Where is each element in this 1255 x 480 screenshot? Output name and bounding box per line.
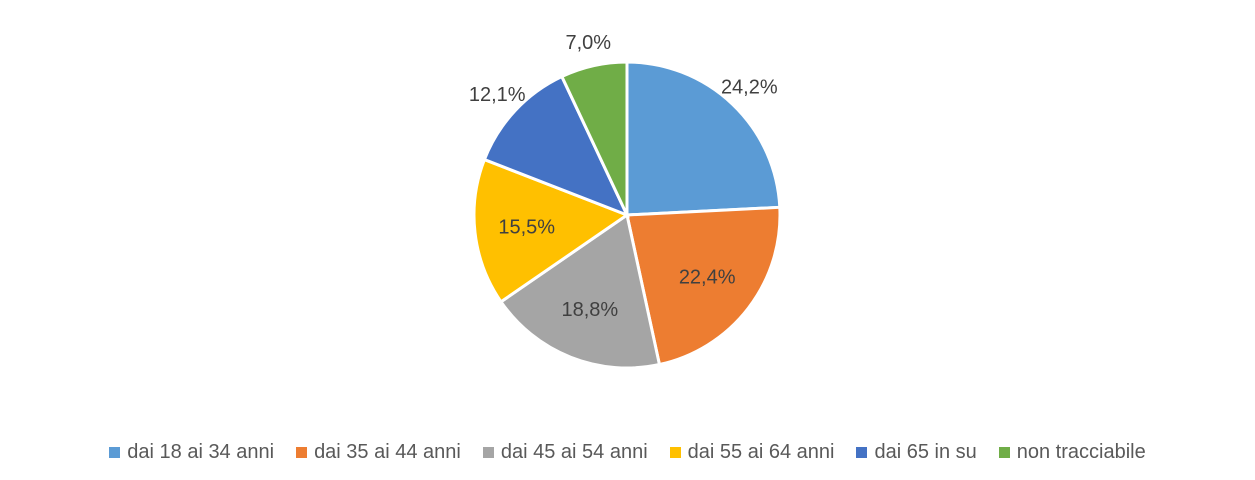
pie-slice-5: [482, 74, 630, 218]
legend-item-1: dai 18 ai 34 anni: [109, 441, 274, 464]
pie-slice-2: [625, 205, 782, 367]
slice-label-6: 7,0%: [565, 32, 611, 54]
pie-slice-4: [472, 157, 631, 304]
legend-label-4: dai 55 ai 64 anni: [687, 440, 835, 463]
legend-swatch-1: [109, 446, 121, 458]
slice-label-4: 15,5%: [498, 217, 555, 239]
pie-slice-6: [559, 60, 629, 216]
legend-swatch-2: [296, 446, 308, 458]
legend-item-3: dai 45 ai 54 anni: [482, 440, 648, 464]
slice-label-3: 18,8%: [561, 299, 618, 321]
legend: dai 18 ai 34 anni dai 35 ai 44 anni dai 45…: [0, 436, 1255, 468]
legend-label-5: dai 65 in su: [874, 440, 977, 463]
legend-label-6: non tracciabile: [1016, 440, 1146, 463]
legend-swatch-4: [669, 446, 681, 458]
legend-swatch-3: [482, 446, 494, 458]
slice-label-2: 22,4%: [679, 266, 736, 288]
pie-chart-plot: 24,2% 22,4% 18,8% 15,5% 12,1% 7,0%: [469, 32, 782, 370]
slice-label-1: 24,2%: [721, 76, 778, 98]
legend-label-1: dai 18 ai 34 anni: [127, 440, 275, 463]
legend-swatch-6: [998, 446, 1010, 458]
legend-label-3: dai 45 ai 54 anni: [500, 440, 648, 463]
legend-item-4: dai 55 ai 64 anni: [669, 440, 835, 464]
slice-label-5: 12,1%: [469, 84, 526, 106]
legend-swatch-5: [856, 446, 868, 458]
legend-item-6: non tracciabile: [998, 440, 1146, 464]
pie-slice-3: [498, 212, 662, 370]
legend-label-2: dai 35 ai 44 anni: [314, 440, 461, 463]
legend-item-2: dai 35 ai 44 anni: [296, 441, 461, 464]
legend-item-5: dai 65 in su: [856, 440, 977, 464]
pie-slice-1: [625, 60, 782, 217]
